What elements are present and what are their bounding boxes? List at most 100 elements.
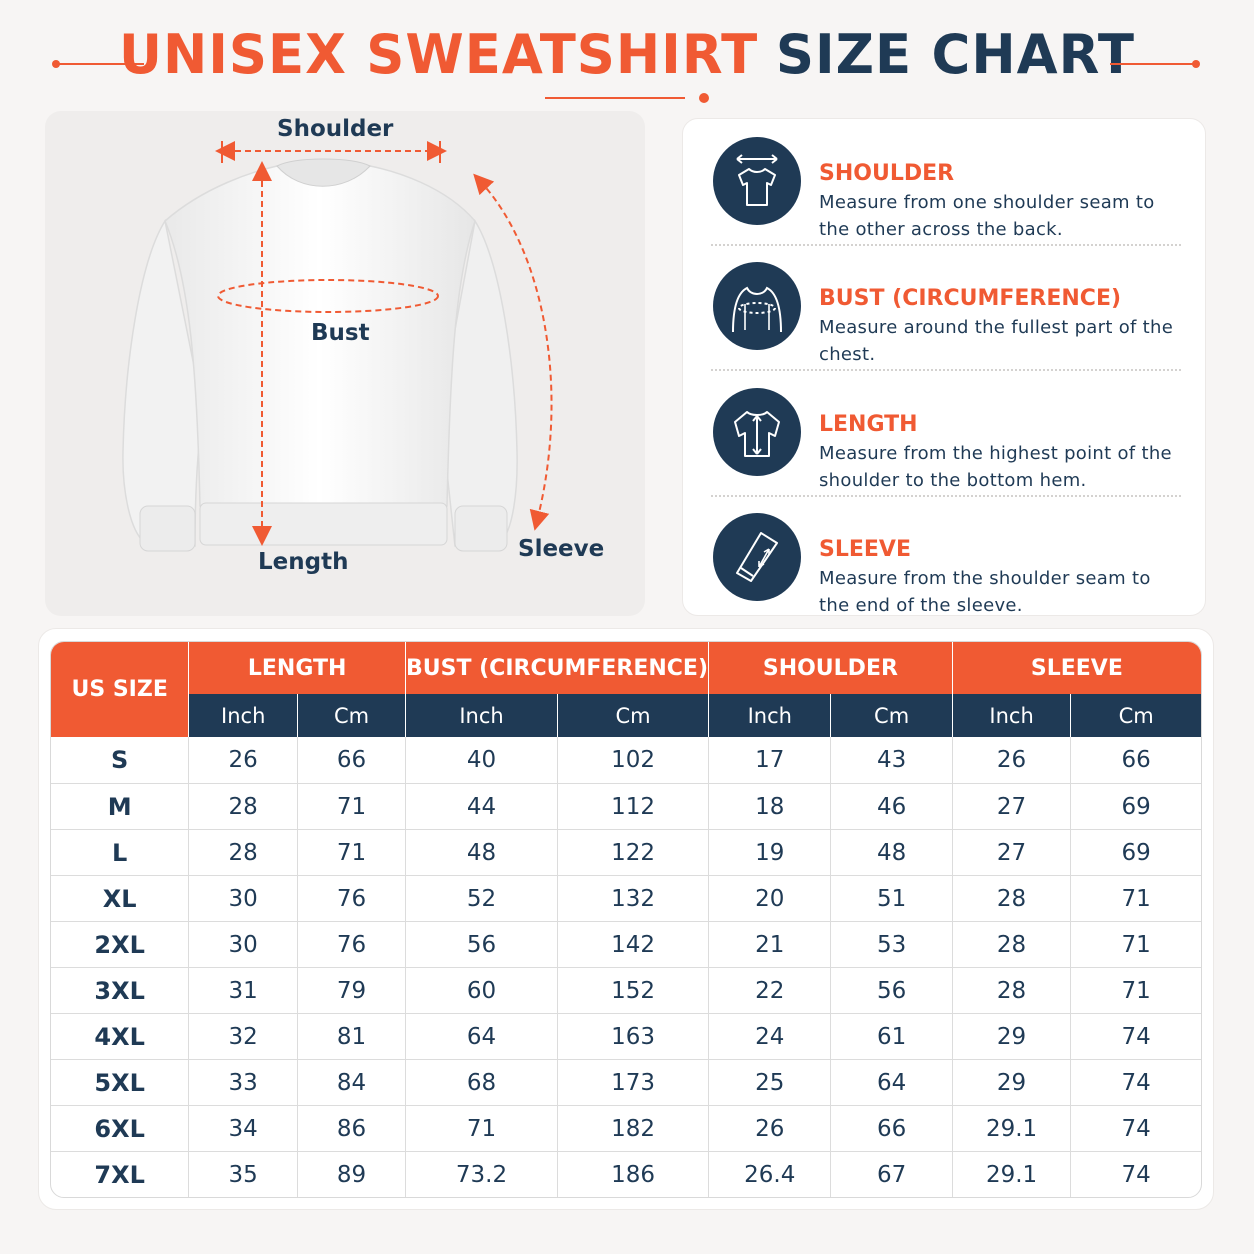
bust-label: Bust [311,320,370,346]
measurement-cell: 76 [298,921,406,967]
measurement-cell: 56 [831,967,953,1013]
table-row: 5XL 33 84 68 173 25 64 29 74 [51,1059,1201,1105]
guide-desc-bust: Measure around the fullest part of the c… [819,317,1174,365]
size-cell: S [51,737,190,783]
title-dot-right [1192,60,1200,68]
unit-header: Cm [298,694,406,737]
page-title-part2: SIZE CHART [775,22,1136,86]
measurement-cell: 71 [405,1105,559,1151]
unit-header: Inch [952,694,1072,737]
measurement-cell: 40 [406,737,559,783]
size-table-card: US SIZE LENGTH BUST (CIRCUMFERENCE) SHOU… [38,628,1214,1210]
measurement-cell: 22 [709,967,832,1013]
guide-title-bust: BUST (CIRCUMFERENCE) [819,286,1122,311]
unit-header: Cm [1071,694,1201,737]
measurement-cell: 32 [189,1013,299,1059]
table-header-groups: US SIZE LENGTH BUST (CIRCUMFERENCE) SHOU… [51,642,1201,737]
guide-item-sleeve: SLEEVE Measure from the shoulder seam to… [683,513,1207,633]
measurement-cell: 66 [831,1105,953,1151]
left-cuff [139,505,196,552]
length-label: Length [258,549,349,575]
us-size-header: US SIZE [51,642,190,737]
title-dot-left [52,60,60,68]
measurement-cell: 52 [405,875,559,921]
guide-title-sleeve: SLEEVE [819,537,911,562]
measurement-cell: 29 [952,1013,1072,1059]
measurement-cell: 30 [189,875,299,921]
measurement-cell: 20 [709,875,832,921]
measurement-cell: 19 [709,829,832,875]
measurement-cell: 28 [952,875,1072,921]
guide-desc-sleeve: Measure from the shoulder seam to the en… [819,568,1151,616]
measurement-cell: 48 [405,829,559,875]
measurement-cell: 44 [405,783,559,829]
shoulder-label: Shoulder [277,116,394,142]
measurement-cell: 60 [405,967,559,1013]
table-row: M 28 71 44 112 18 46 27 69 [51,783,1201,829]
measurement-cell: 71 [1071,967,1201,1013]
hem-band [199,502,448,546]
sweatshirt-diagram: Shoulder Bust Length Sleeve [45,111,645,616]
measurement-cell: 25 [709,1059,832,1105]
measurement-cell: 61 [831,1013,953,1059]
size-cell: XL [51,875,190,921]
title-bar: UNISEX SWEATSHIRT SIZE CHART [0,14,1254,94]
measurement-cell: 122 [558,829,710,875]
sleeve-measure-arc [473,173,553,531]
size-cell: 5XL [51,1059,190,1105]
measurement-cell: 35 [189,1151,299,1197]
measurement-cell: 28 [952,967,1072,1013]
measurement-cell: 71 [298,829,406,875]
shoulder-width-icon [713,137,801,225]
measurement-cell: 29.1 [952,1151,1072,1197]
measurement-cell: 74 [1071,1013,1201,1059]
measurement-cell: 71 [1071,875,1201,921]
guide-item-length: LENGTH Measure from the highest point of… [683,388,1207,508]
guide-item-shoulder: SHOULDER Measure from one shoulder seam … [683,137,1207,257]
measurement-cell: 71 [298,783,406,829]
sweatshirt-illustration [122,141,553,552]
title-divider-right [1110,63,1196,65]
guide-title-shoulder: SHOULDER [819,161,955,186]
measurement-cell: 182 [558,1105,710,1151]
sleeve-icon [713,513,801,601]
measurement-cell: 69 [1071,829,1201,875]
table-header-units: Inch Cm Inch Cm Inch Cm Inch Cm [51,694,1201,737]
measurement-cell: 66 [298,737,406,783]
left-sleeve [122,218,204,547]
size-cell: 6XL [51,1105,190,1151]
measurement-cell: 64 [405,1013,559,1059]
measurement-cell: 68 [405,1059,559,1105]
measurement-cell: 102 [558,737,710,783]
size-cell: 7XL [51,1151,190,1197]
table-row: 2XL 30 76 56 142 21 53 28 71 [51,921,1201,967]
measurement-cell: 112 [558,783,710,829]
measurement-cell: 86 [298,1105,406,1151]
measurement-cell: 67 [831,1151,953,1197]
measurement-cell: 89 [298,1151,406,1197]
page-title: UNISEX SWEATSHIRT SIZE CHART [119,14,1134,94]
measurement-cell: 132 [558,875,710,921]
bust-circumference-icon [713,262,801,350]
measurement-cell: 81 [298,1013,406,1059]
unit-header: Cm [558,694,710,737]
size-cell: 4XL [51,1013,190,1059]
measurement-cell: 56 [405,921,559,967]
measurement-cell: 28 [189,829,299,875]
table-row: S 26 66 40 102 17 43 26 66 [51,737,1201,783]
length-group-header: LENGTH [189,642,406,694]
measurement-cell: 71 [1071,921,1201,967]
size-table-body: S 26 66 40 102 17 43 26 66 M 28 71 44 112 18 46 27 69 L 28 7… [51,737,1201,1197]
bust-measure-ellipse [217,279,439,313]
sleeve-group-header: SLEEVE [952,642,1201,694]
measurement-cell: 27 [952,783,1072,829]
table-row: 3XL 31 79 60 152 22 56 28 71 [51,967,1201,1013]
measurement-cell: 53 [831,921,953,967]
measurement-cell: 74 [1071,1151,1201,1197]
measurement-cell: 33 [189,1059,299,1105]
measurement-cell: 29.1 [952,1105,1072,1151]
measurement-cell: 27 [952,829,1072,875]
title-divider-left [58,63,144,65]
measurement-cell: 142 [558,921,710,967]
measurement-cell: 79 [298,967,406,1013]
